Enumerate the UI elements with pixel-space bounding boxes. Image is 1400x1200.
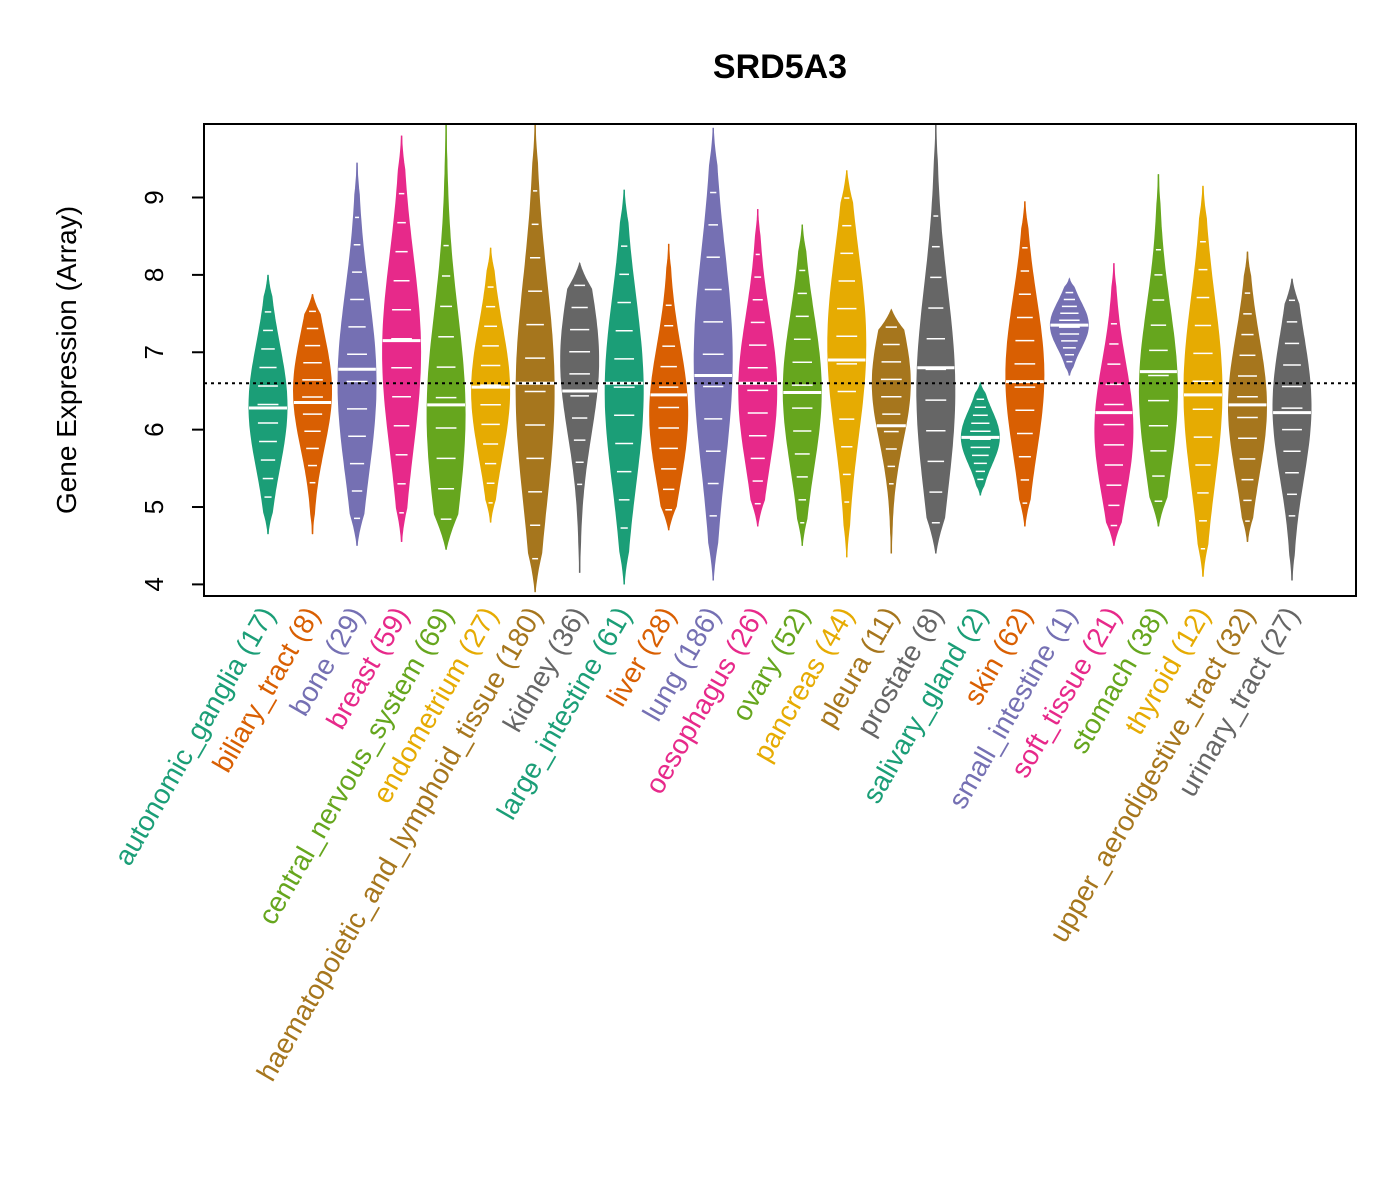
y-tick-label: 9 [139, 190, 169, 204]
violin-group [916, 123, 956, 554]
violin-group [292, 294, 332, 535]
x-axis-labels: autonomic_ganglia (17)biliary_tract (8)b… [108, 602, 1305, 1087]
violin-group [604, 189, 644, 585]
violin-group [1005, 201, 1045, 527]
violin-group [1094, 263, 1134, 546]
violin-group [693, 127, 733, 581]
chart-title: SRD5A3 [713, 48, 847, 86]
violins-layer [248, 123, 1312, 593]
violin-group [560, 261, 600, 573]
y-axis-label: Gene Expression (Array) [51, 206, 82, 514]
violin-group [1272, 278, 1312, 581]
violin-group [1228, 251, 1268, 542]
violin-group [1138, 174, 1178, 527]
violin-group [649, 243, 689, 531]
y-tick-label: 8 [139, 268, 169, 282]
violin-group [738, 209, 778, 527]
violin-group [871, 308, 911, 554]
violin-group [337, 162, 377, 546]
y-tick-label: 5 [139, 500, 169, 514]
y-tick-label: 4 [139, 577, 169, 591]
plot-frame [203, 123, 1357, 597]
violin-group [515, 123, 555, 593]
violin-group [1049, 277, 1089, 376]
violin-group [248, 274, 288, 535]
violin-group [827, 170, 867, 558]
y-tick-label: 7 [139, 345, 169, 359]
violin-group [471, 247, 511, 523]
y-tick-label: 6 [139, 422, 169, 436]
violin-group [782, 224, 822, 546]
violin-group [426, 123, 466, 550]
violin-group [382, 135, 422, 542]
violin-group [1183, 185, 1223, 577]
y-axis: 4 5 6 7 8 9 [139, 190, 204, 592]
violin-group [960, 381, 1000, 496]
